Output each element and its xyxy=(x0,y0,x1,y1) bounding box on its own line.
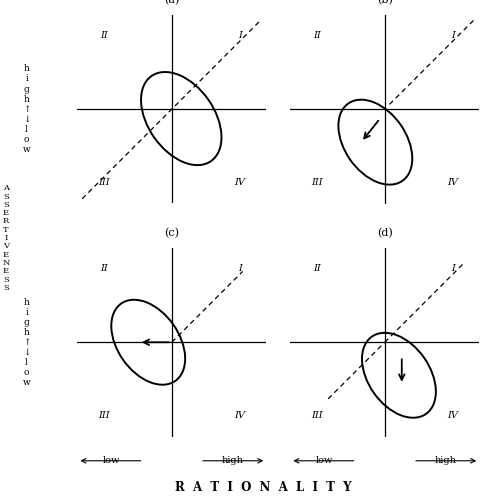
Text: IV: IV xyxy=(447,411,458,420)
Text: II: II xyxy=(313,31,321,40)
Text: I: I xyxy=(238,264,242,273)
Text: IV: IV xyxy=(447,178,458,187)
Text: (d): (d) xyxy=(377,228,393,239)
Text: I: I xyxy=(451,264,454,273)
Text: R  A  T  I  O  N  A  L  I  T  Y: R A T I O N A L I T Y xyxy=(176,481,352,494)
Text: I: I xyxy=(451,31,454,40)
Text: high: high xyxy=(221,456,243,465)
Text: II: II xyxy=(100,264,108,273)
Text: II: II xyxy=(100,31,108,40)
Text: (b): (b) xyxy=(377,0,393,5)
Text: IV: IV xyxy=(234,178,245,187)
Text: high: high xyxy=(434,456,456,465)
Text: III: III xyxy=(311,178,323,187)
Text: h
i
g
h
↑
↓
l
o
w: h i g h ↑ ↓ l o w xyxy=(23,64,30,154)
Text: h
i
g
h
↑
↓
l
o
w: h i g h ↑ ↓ l o w xyxy=(23,298,30,387)
Text: A
S
S
E
R
T
I
V
E
N
E
S
S: A S S E R T I V E N E S S xyxy=(2,185,10,292)
Text: low: low xyxy=(316,456,333,465)
Text: III: III xyxy=(311,411,323,420)
Text: (a): (a) xyxy=(164,0,180,5)
Text: I: I xyxy=(238,31,242,40)
Text: II: II xyxy=(313,264,321,273)
Text: III: III xyxy=(98,178,110,187)
Text: low: low xyxy=(103,456,120,465)
Text: (c): (c) xyxy=(165,228,179,239)
Text: III: III xyxy=(98,411,110,420)
Text: IV: IV xyxy=(234,411,245,420)
